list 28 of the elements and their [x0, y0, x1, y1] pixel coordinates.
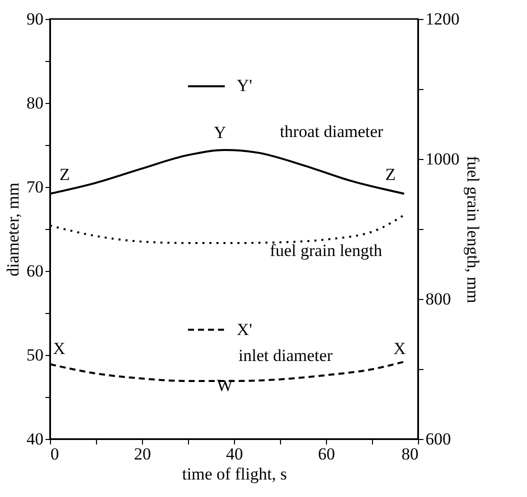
annotation: Z: [385, 165, 396, 184]
y-tick-label: 60: [26, 262, 44, 280]
annotation: throat diameter: [280, 122, 384, 141]
y2-tick-label: 1200: [426, 10, 460, 28]
y-tick-label: 80: [26, 94, 44, 112]
annotation: fuel grain length: [270, 241, 383, 260]
annotation: X: [53, 338, 66, 358]
y2-tick-label: 600: [426, 430, 451, 448]
x-tick-label: 20: [134, 444, 151, 464]
x-tick-label: 0: [50, 444, 59, 464]
y2-axis-title: fuel grain length, mm: [464, 156, 482, 304]
y-tick-label: 70: [26, 178, 44, 196]
annotation: Z: [60, 165, 70, 184]
legend-label: Y': [236, 76, 252, 96]
legend-label: X': [236, 320, 252, 339]
y-axis-title: diameter, mm: [4, 182, 22, 276]
y-tick-label: 90: [26, 10, 44, 28]
x-tick-label: 40: [226, 444, 243, 464]
x-tick-label: 80: [402, 444, 418, 464]
y-tick-label: 50: [26, 346, 44, 364]
y-tick-label: 40: [26, 430, 44, 448]
y2-tick-label: 1000: [426, 150, 460, 168]
annotation: X: [393, 338, 406, 358]
x-tick-label: 60: [318, 444, 335, 464]
annotation: Y: [214, 123, 226, 142]
annotation: inlet diameter: [238, 346, 333, 366]
x-axis-title: time of flight, s: [182, 464, 287, 484]
y2-tick-label: 800: [426, 290, 451, 308]
